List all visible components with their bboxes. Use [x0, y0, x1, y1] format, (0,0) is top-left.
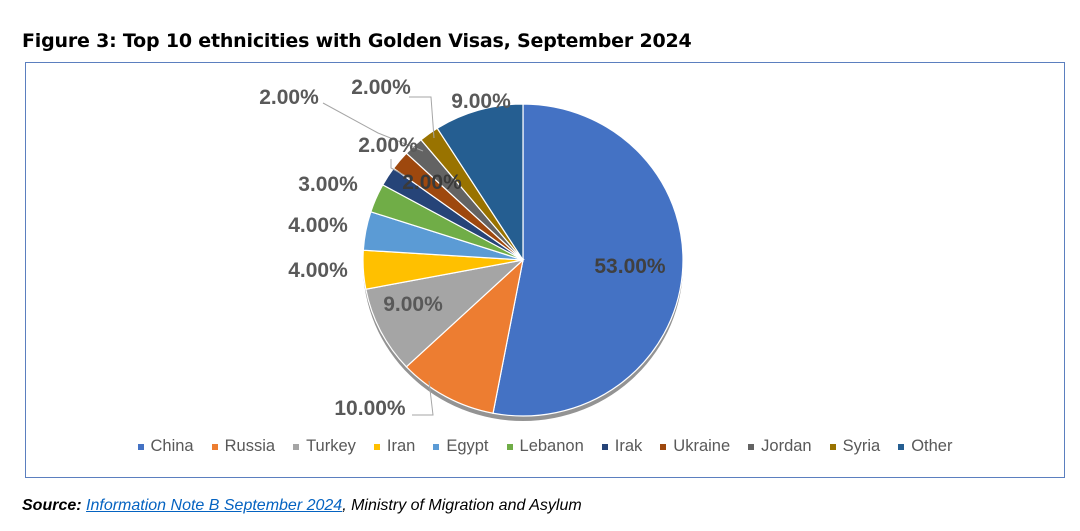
data-label-syria: 2.00% [351, 76, 411, 99]
data-label-lebanon: 3.00% [298, 173, 358, 196]
legend-label: Ukraine [673, 437, 731, 455]
legend-item-turkey: Turkey [293, 437, 356, 456]
legend-swatch-icon [898, 443, 905, 450]
legend-label: Irak [614, 437, 643, 455]
legend-swatch-icon [373, 443, 380, 450]
source-prefix: Source: [22, 497, 82, 514]
leader-line-russia [412, 380, 434, 416]
legend-label: Iran [386, 437, 416, 455]
legend-item-russia: Russia [211, 437, 276, 456]
pie-slice-russia [405, 258, 524, 414]
legend-item-irak: Irak [601, 437, 643, 456]
figure-title: Figure 3: Top 10 ethnicities with Golden… [22, 30, 692, 52]
legend-item-iran: Iran [373, 437, 416, 456]
legend-item-egypt: Egypt [433, 437, 489, 456]
legend-item-ukraine: Ukraine [660, 437, 730, 456]
leader-line-syria [409, 96, 435, 139]
legend-label: Lebanon [519, 437, 584, 455]
legend-item-other: Other [898, 437, 952, 456]
pie-slice-other [436, 103, 524, 263]
legend-item-china: China [137, 437, 194, 456]
data-label-china: 53.00% [594, 255, 666, 278]
legend-label: Jordan [761, 437, 812, 455]
legend-swatch-icon [660, 443, 667, 450]
legend-item-lebanon: Lebanon [506, 437, 584, 456]
source-suffix: , Ministry of Migration and Asylum [342, 497, 582, 514]
legend-swatch-icon [506, 443, 513, 450]
legend-swatch-icon [211, 443, 218, 450]
pie-slice-turkey [365, 259, 525, 368]
data-label-irak: 2.00% [358, 134, 418, 157]
legend-swatch-icon [433, 443, 440, 450]
legend-swatch-icon [748, 443, 755, 450]
leader-line-irak [390, 159, 412, 180]
legend-swatch-icon [601, 443, 608, 450]
data-label-ukraine: 2.00% [402, 171, 462, 194]
pie-slice-china [492, 103, 684, 417]
chart-legend: China Russia Turkey Iran Egypt Lebanon Irak Ukr… [26, 437, 1064, 456]
legend-item-syria: Syria [829, 437, 881, 456]
legend-label: Turkey [306, 437, 356, 455]
data-label-turkey: 9.00% [383, 293, 443, 316]
leader-line-jordan [322, 102, 424, 152]
data-label-iran: 4.00% [288, 259, 348, 282]
data-label-jordan: 2.00% [259, 86, 319, 109]
source-link[interactable]: Information Note B September 2024 [86, 497, 343, 514]
pie-chart: 53.00%10.00%9.00%4.00%4.00%3.00%2.00%2.0… [259, 76, 684, 421]
legend-label: Other [911, 437, 953, 455]
legend-label: Egypt [446, 437, 489, 455]
legend-label: Syria [842, 437, 881, 455]
legend-swatch-icon [293, 443, 300, 450]
chart-frame: 53.00% 10.00% 9.00% 4.00% 4.00% 3.00% 2.00% 2.0… [25, 62, 1065, 478]
legend-swatch-icon [829, 443, 836, 450]
legend-swatch-icon [137, 443, 144, 450]
source-line: Source: Information Note B September 202… [22, 497, 582, 515]
legend-label: Russia [224, 437, 276, 455]
data-label-other: 9.00% [451, 90, 511, 113]
data-label-russia: 10.00% [334, 397, 406, 420]
legend-item-jordan: Jordan [748, 437, 812, 456]
data-label-egypt: 4.00% [288, 214, 348, 237]
legend-label: China [150, 437, 194, 455]
